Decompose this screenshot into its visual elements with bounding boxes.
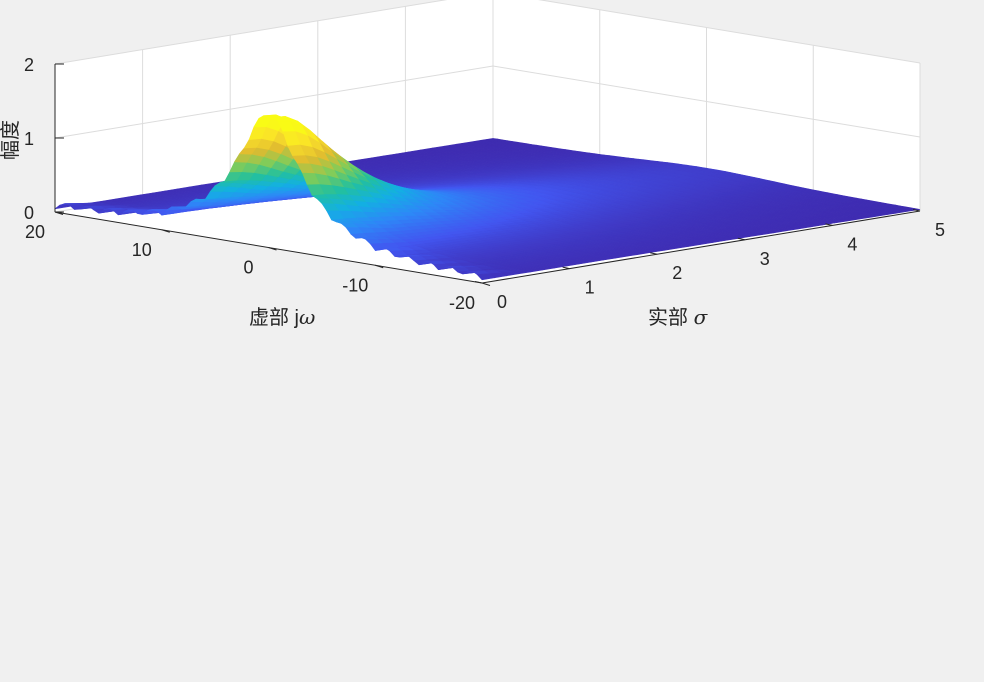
y-tick-mark [268,247,277,251]
x-tick-mark [562,266,570,270]
z-tick-label: 0 [24,203,34,223]
grid-line-z [54,65,921,139]
z-axis-label: 幅度 [0,120,22,160]
x-axis-label: 实部 σ [648,305,709,329]
z-tick-label: 1 [24,129,34,149]
grid-line-z [54,0,921,65]
z-tick-label: 2 [24,55,34,75]
x-tick-label: 1 [585,278,595,298]
x-axis-line [481,210,921,284]
x-tick-label: 3 [760,249,770,269]
x-tick-mark [737,237,745,241]
y-axis-label: 虚部 jω [249,305,315,329]
x-tick-mark [474,281,483,284]
x-tick-mark [825,223,833,226]
x-tick-mark [912,209,921,212]
x-tick-label: 0 [497,292,507,312]
y-tick-mark [481,282,491,286]
surface-mesh [54,114,921,281]
x-tick-label: 4 [847,234,857,254]
tick-labels: 0 1 2 3 4 5 20 10 0 -10 -20 0 1 2 [24,55,945,313]
y-tick-label: -20 [449,293,475,313]
y-tick-label: 20 [25,222,45,242]
y-tick-label: 0 [243,258,253,278]
x-tick-mark [650,252,658,255]
y-tick-label: -10 [342,275,368,295]
x-tick-label: 5 [935,220,945,240]
x-tick-label: 2 [672,263,682,283]
y-tick-mark [161,229,170,233]
back-wall-y [55,0,493,212]
y-tick-mark [375,264,384,269]
y-tick-label: 10 [132,240,152,260]
axes-lines [54,63,921,286]
surface-face [476,273,495,281]
